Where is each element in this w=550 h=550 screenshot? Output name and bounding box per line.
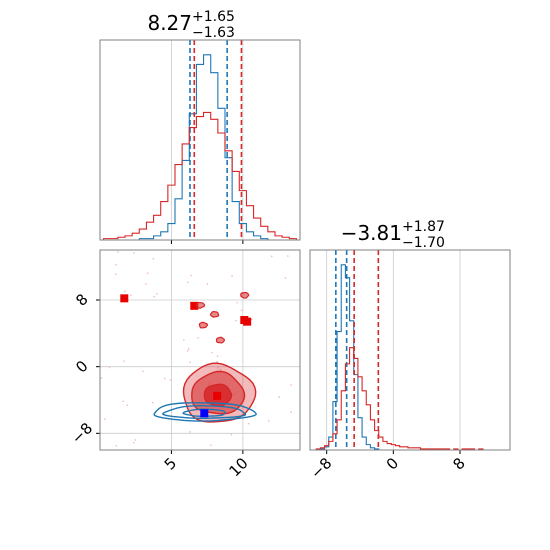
contour-sample-point (163, 377, 166, 380)
hist-x-series-1 (103, 111, 297, 240)
contour-sample-point (108, 366, 111, 369)
contour-sample-point (115, 263, 117, 266)
contour-island (240, 291, 250, 299)
contour-outlier-marker (120, 294, 129, 303)
contour-sample-point (183, 339, 185, 341)
contour-sample-point (235, 319, 237, 322)
hist-x-title-median: 8.27 (147, 11, 192, 35)
contour-sample-point (152, 257, 155, 260)
contour-ytick-label: −8 (68, 419, 96, 447)
hist-y-xtick-label: −8 (307, 454, 335, 482)
hist-x-frame (99, 39, 301, 241)
contour-sample-point (115, 444, 118, 447)
contour-sample-point (104, 418, 106, 420)
contour-sample-point (186, 350, 189, 352)
contour-sample-point (287, 255, 289, 257)
hist-x-series-0 (103, 54, 297, 241)
contour-ytick-label: 0 (72, 357, 91, 376)
contour-sample-point (186, 281, 189, 284)
contour-sample-point (100, 377, 103, 379)
contour-sample-point (153, 295, 155, 298)
contour-sample-point (126, 404, 129, 407)
contour-sample-point (217, 367, 219, 369)
contour-sample-point (152, 401, 154, 404)
contour-sample-point (219, 368, 222, 371)
hist-x-title-plus: +1.65 (192, 9, 235, 25)
contour-sample-point (133, 252, 135, 254)
contour-xtick-label: 10 (225, 454, 251, 480)
contour-sample-point (132, 441, 135, 444)
contour-sample-point (240, 309, 243, 312)
hist-y-title-median: −3.81 (341, 221, 402, 245)
contour-sample-point (189, 431, 191, 433)
contour-sample-point (206, 283, 209, 285)
contour-sample-point (216, 360, 218, 363)
contour-sample-point (211, 351, 213, 354)
contour-sample-point (290, 411, 292, 413)
contour-sample-point (270, 255, 273, 258)
contour-sample-point (129, 294, 132, 297)
hist-y-xtick-label: 0 (383, 454, 402, 473)
contour-island (195, 302, 206, 309)
contour-body (100, 251, 292, 447)
contour-level-1-2 (182, 408, 226, 417)
contour-sample-point (210, 444, 212, 446)
contour-sample-point (146, 272, 149, 274)
contour-sample-point (230, 433, 233, 436)
contour-sample-point (290, 384, 292, 386)
histogram-panel-y: −3.81 +1.87−1.70 −8 0 8 (307, 219, 511, 482)
contour-sample-point (236, 301, 238, 304)
hist-y-title-minus: −1.70 (402, 235, 445, 251)
contour-frame (99, 249, 301, 451)
contour-sample-point (142, 370, 144, 373)
contour-outlier-marker (243, 317, 252, 326)
contour-panel: 8 0 −8 5 10 (68, 249, 301, 480)
contour-level-1-0 (153, 402, 257, 422)
contour-island (209, 311, 220, 318)
contour-island (215, 336, 226, 344)
contour-sample-point (123, 360, 125, 362)
contour-sample-point (197, 337, 199, 339)
hist-y-series-1 (312, 347, 504, 451)
hist-x-title-minus: −1.63 (192, 25, 235, 41)
contour-sample-point (114, 273, 117, 276)
contour-sample-point (267, 420, 270, 422)
contour-ytick-label: 8 (72, 290, 91, 309)
contour-sample-point (231, 275, 233, 277)
hist-y-series-0 (312, 264, 504, 451)
contour-sample-point (189, 361, 191, 363)
hist-y-xtick-label: 8 (449, 454, 468, 473)
contour-sample-point (134, 439, 137, 441)
contour-sample-point (124, 290, 126, 293)
contour-sample-point (122, 400, 124, 403)
histogram-panel-x: 8.27 +1.65−1.63 (99, 9, 301, 244)
contour-sample-point (190, 274, 193, 277)
contour-level-1-1 (161, 404, 247, 419)
contour-sample-point (278, 396, 281, 398)
contour-center-marker (200, 409, 209, 418)
contour-sample-point (156, 292, 158, 295)
contour-sample-point (284, 277, 287, 279)
contour-island (198, 321, 208, 329)
contour-outlier-marker (190, 301, 199, 310)
contour-sample-point (187, 347, 190, 350)
hist-y-title-plus: +1.87 (402, 219, 445, 235)
contour-sample-point (250, 318, 253, 321)
contour-sample-point (216, 355, 219, 357)
contour-sample-point (145, 283, 147, 285)
contour-sample-point (247, 422, 250, 425)
contour-xtick-label: 5 (161, 454, 180, 473)
hist-y-frame (309, 249, 511, 451)
contour-sample-point (117, 251, 119, 253)
contour-sample-point (169, 379, 172, 381)
contour-center-marker (213, 391, 222, 400)
